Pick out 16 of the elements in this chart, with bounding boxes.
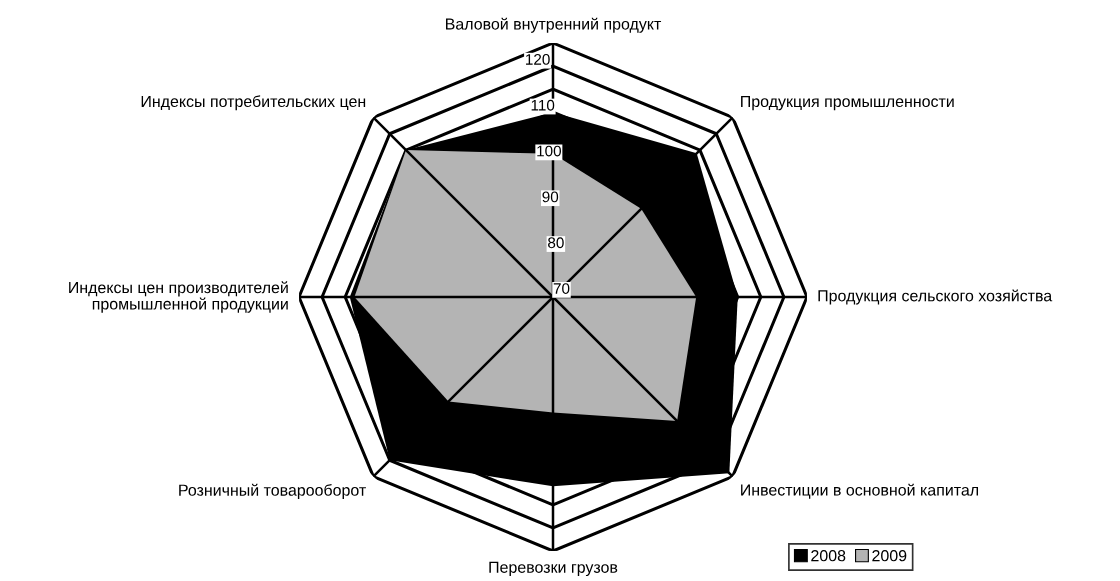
legend-label: 2008 xyxy=(811,550,846,562)
y-tick-label: 100 xyxy=(537,145,562,157)
spoke-label: Перевозки грузов xyxy=(489,561,618,577)
spoke-label: Продукция промышленности xyxy=(741,95,954,111)
spoke-label: Индексы цен производителей промышленной продукции xyxy=(69,281,288,313)
y-tick-label: 120 xyxy=(526,53,550,65)
spoke-label: Индексы потребительских цен xyxy=(141,95,366,111)
legend-label: 2009 xyxy=(872,550,907,562)
spoke-label: Инвестиции в основной капитал xyxy=(741,483,979,499)
y-tick-label: 90 xyxy=(542,191,559,203)
y-tick-label: 80 xyxy=(548,237,564,249)
spoke-label: Продукция сельского хозяйства xyxy=(818,289,1053,305)
spoke-label: Валовой внутренний продукт xyxy=(446,17,662,33)
spoke-label: Розничный товарооборот xyxy=(179,483,366,499)
y-tick-label: 70 xyxy=(553,283,570,294)
y-tick-label: 110 xyxy=(531,99,555,111)
